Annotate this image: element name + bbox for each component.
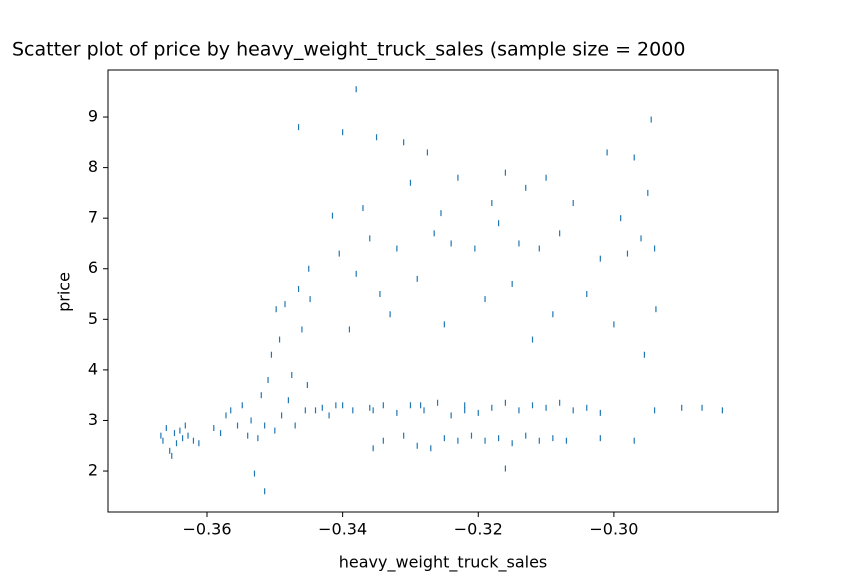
x-tick-label: −0.30 xyxy=(589,520,638,539)
y-axis-label: price xyxy=(55,272,74,312)
y-tick-label: 5 xyxy=(88,309,98,328)
plot-frame xyxy=(107,69,779,513)
y-tick-label: 2 xyxy=(88,461,98,480)
y-tick-label: 6 xyxy=(88,258,98,277)
x-tick-label: −0.32 xyxy=(454,520,503,539)
chart-title: Scatter plot of price by heavy_weight_tr… xyxy=(12,39,685,61)
x-axis-label: heavy_weight_truck_sales xyxy=(339,553,548,573)
x-tick-label: −0.36 xyxy=(182,520,231,539)
y-tick-label: 7 xyxy=(88,208,98,227)
y-tick-label: 4 xyxy=(88,359,98,378)
x-tick-label: −0.34 xyxy=(318,520,367,539)
y-tick-label: 3 xyxy=(88,410,98,429)
y-tick-label: 8 xyxy=(88,157,98,176)
y-tick-label: 9 xyxy=(88,107,98,126)
